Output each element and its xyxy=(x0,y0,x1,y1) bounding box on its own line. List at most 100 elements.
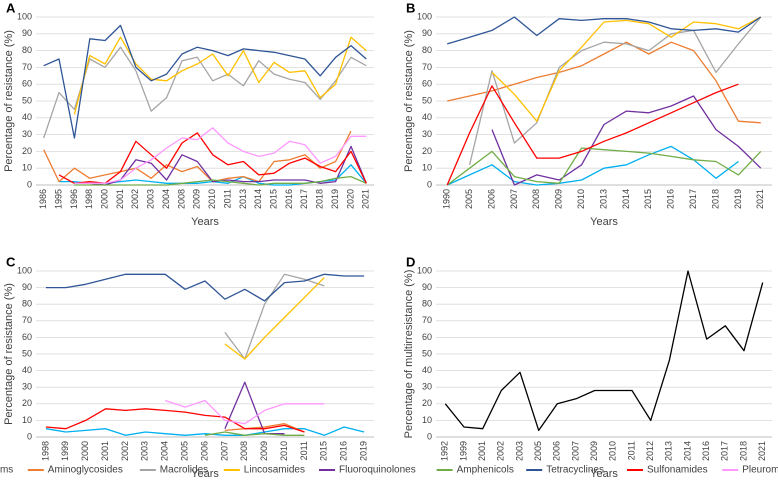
y-tick-label: 0 xyxy=(27,179,32,189)
x-tick-label: 1995 xyxy=(53,189,63,209)
y-tick-label: 80 xyxy=(422,299,432,309)
series-line xyxy=(45,408,305,433)
x-tick-label: 2001 xyxy=(100,441,110,461)
x-tick-label: 2017 xyxy=(688,189,698,209)
x-tick-label: 2008 xyxy=(239,441,249,461)
panel-label: A xyxy=(6,0,16,15)
legend-label: Pleuromutilins xyxy=(742,465,778,476)
x-tick-label: 2013 xyxy=(598,189,608,209)
x-tick-label: 2017 xyxy=(720,441,730,461)
x-tick-label: 1998 xyxy=(84,189,94,209)
x-tick-label: 1999 xyxy=(458,441,468,461)
y-tick-label: 60 xyxy=(22,79,32,89)
x-tick-label: 2021 xyxy=(757,441,767,461)
x-tick-label: 2009 xyxy=(192,189,202,209)
x-tick-label: 2012 xyxy=(645,441,655,461)
y-tick-label: 40 xyxy=(22,112,32,122)
x-tick-label: 2015 xyxy=(643,189,653,209)
x-tick-label: 2010 xyxy=(608,441,618,461)
y-axis-title: Percentage of resistance (%) xyxy=(3,283,15,425)
x-tick-label: 2008 xyxy=(176,189,186,209)
series-line xyxy=(224,381,285,435)
x-tick-label: 2018 xyxy=(315,189,325,209)
x-tick-label: 2016 xyxy=(666,189,676,209)
x-tick-label: 2015 xyxy=(319,441,329,461)
y-tick-label: 40 xyxy=(422,112,432,122)
x-tick-label: 2013 xyxy=(664,441,674,461)
y-tick-label: 10 xyxy=(22,163,32,173)
y-tick-label: 30 xyxy=(422,129,432,139)
y-tick-label: 90 xyxy=(22,282,32,292)
y-tick-label: 50 xyxy=(22,348,32,358)
y-tick-label: 50 xyxy=(422,95,432,105)
x-tick-label: 2003 xyxy=(140,441,150,461)
y-tick-label: 40 xyxy=(22,365,32,375)
x-tick-label: 2000 xyxy=(80,441,90,461)
y-tick-label: 20 xyxy=(422,398,432,408)
x-tick-label: 2014 xyxy=(253,189,263,209)
y-tick-label: 60 xyxy=(422,79,432,89)
y-tick-label: 60 xyxy=(22,332,32,342)
series-line xyxy=(43,24,367,139)
y-tick-label: 0 xyxy=(27,431,32,441)
y-tick-label: 70 xyxy=(422,62,432,72)
x-axis-title: Years xyxy=(590,468,618,480)
x-tick-label: 2001 xyxy=(115,189,125,209)
y-tick-label: 70 xyxy=(422,315,432,325)
x-tick-label: 2006 xyxy=(199,441,209,461)
y-tick-label: 80 xyxy=(22,45,32,55)
y-tick-label: 60 xyxy=(422,332,432,342)
y-axis-title: Percentage of resistance (%) xyxy=(403,30,415,172)
y-tick-label: 20 xyxy=(422,146,432,156)
y-axis-title: Percentage of resistance (%) xyxy=(3,30,15,172)
x-tick-label: 1992 xyxy=(440,441,450,461)
x-tick-label: 2019 xyxy=(733,189,743,209)
x-tick-label: 2018 xyxy=(738,441,748,461)
series-line xyxy=(491,95,762,186)
legend-label: Amphenicols xyxy=(457,465,514,476)
y-tick-label: 30 xyxy=(22,129,32,139)
x-tick-label: 1986 xyxy=(38,189,48,209)
series-line xyxy=(446,83,739,186)
legend-label: Tetracyclines xyxy=(546,465,604,476)
y-tick-label: 0 xyxy=(427,431,432,441)
x-tick-label: 2017 xyxy=(299,189,309,209)
x-tick-label: 2006 xyxy=(486,189,496,209)
series-line xyxy=(204,431,305,436)
x-tick-label: 2021 xyxy=(755,189,765,209)
x-tick-label: 2003 xyxy=(146,189,156,209)
y-tick-label: 30 xyxy=(422,382,432,392)
x-tick-label: 2003 xyxy=(514,441,524,461)
x-tick-label: 2004 xyxy=(161,189,171,209)
x-tick-label: 2002 xyxy=(120,441,130,461)
x-tick-label: 2011 xyxy=(222,189,232,208)
x-tick-label: 1998 xyxy=(40,441,50,461)
series-line xyxy=(43,46,367,139)
x-tick-label: 2009 xyxy=(554,189,564,209)
x-tick-label: 2016 xyxy=(284,189,294,209)
y-tick-label: 20 xyxy=(22,398,32,408)
x-tick-label: 2002 xyxy=(496,441,506,461)
x-tick-label: 2004 xyxy=(160,441,170,461)
legend-label: Sulfonamides xyxy=(647,465,708,476)
series-line xyxy=(446,147,762,186)
y-tick-label: 40 xyxy=(422,365,432,375)
x-tick-label: 2018 xyxy=(710,189,720,209)
series-line xyxy=(58,132,367,184)
y-tick-label: 80 xyxy=(22,299,32,309)
legend-label: Aminoglycosides xyxy=(48,465,123,476)
x-tick-label: 2010 xyxy=(576,189,586,209)
y-tick-label: 10 xyxy=(22,415,32,425)
y-tick-label: 70 xyxy=(22,315,32,325)
y-tick-label: 90 xyxy=(22,28,32,38)
x-tick-label: 2007 xyxy=(570,441,580,461)
series-line xyxy=(444,270,764,432)
x-tick-label: 2000 xyxy=(100,189,110,209)
x-tick-label: 2016 xyxy=(701,441,711,461)
x-tick-label: 2015 xyxy=(269,189,279,209)
series-line xyxy=(74,145,367,186)
x-tick-label: 2007 xyxy=(219,441,229,461)
x-tick-label: 1999 xyxy=(60,441,70,461)
x-tick-label: 2011 xyxy=(299,441,309,460)
